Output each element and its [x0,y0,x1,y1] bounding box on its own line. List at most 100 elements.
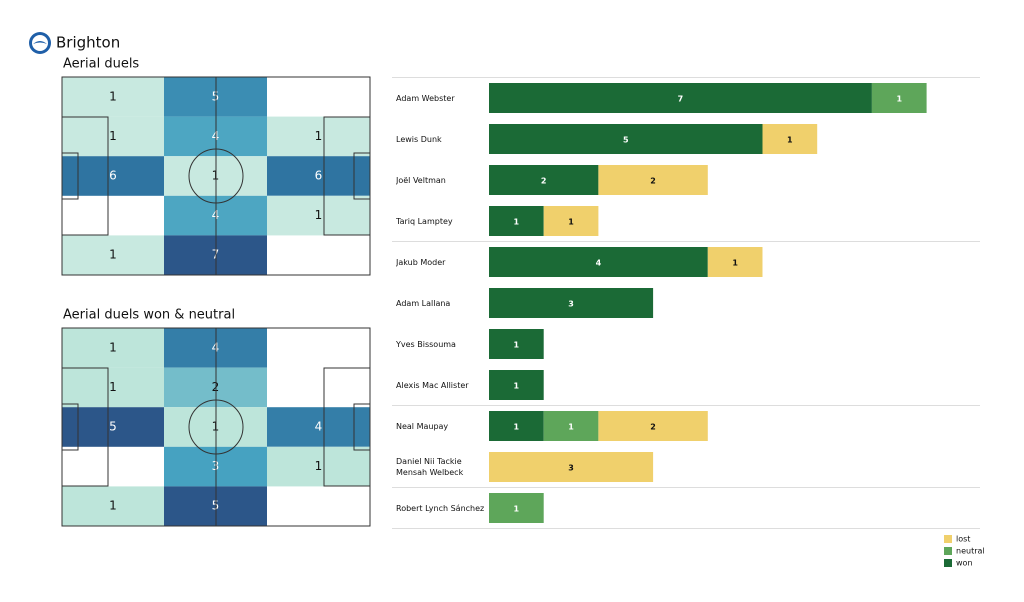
bar-label: 1 [514,382,520,391]
bar-label: 1 [568,423,574,432]
bar-segment [489,206,544,236]
zone-cell [267,407,370,447]
zone-value: 1 [109,380,117,394]
bar-label: 1 [514,341,520,350]
bar-segment [598,165,708,195]
centre-circle [188,399,244,455]
player-name-box: Adam Webster [396,93,455,103]
player-name: Adam Webster [396,93,455,103]
player-name-box: Neal Maupay [396,421,449,431]
zone-value: 6 [109,169,117,183]
bar-label: 2 [650,423,656,432]
zone-cell [62,156,164,196]
bar-segment [543,206,599,236]
bar-segment [762,124,818,154]
zone-value: 4 [315,420,323,434]
player-name: Joël Veltman [396,175,446,185]
legend-swatch [944,535,952,543]
legend-swatch [944,559,952,567]
bar-segment [707,247,763,277]
zone-value: 1 [109,248,117,262]
player-name: Adam Lallana [396,298,451,308]
bar-segment [543,411,599,441]
legend-label: won [956,559,973,568]
player-name-box: Adam Lallana [396,298,451,308]
bar-segment [489,124,763,154]
bar-label: 1 [514,218,520,227]
bar-segment [489,165,599,195]
zone-cell [62,328,164,368]
player-name: Lewis Dunk [396,134,442,144]
bar-label: 3 [568,464,574,473]
player-name: Yves Bissouma [396,339,456,349]
bar-label: 1 [514,505,520,514]
player-name-box: Robert Lynch Sánchez [396,503,485,513]
zone-value: 1 [315,129,323,143]
bar-label: 2 [541,177,547,186]
pitch-lines [61,327,371,527]
goal-area [353,403,371,451]
bar-label: 1 [568,218,574,227]
zone-cell [62,486,164,526]
bar-segment [489,370,544,400]
player-name-box: Alexis Mac Allister [396,380,469,390]
heatmap-title: Aerial duels won & neutral [63,308,235,323]
zone-cell [267,195,370,236]
bar-label: 3 [568,300,574,309]
zone-value: 1 [109,340,117,354]
bar-label: 4 [596,259,602,268]
player-name: Alexis Mac Allister [396,380,469,390]
zone-cell [267,446,370,487]
bar-segment [489,452,654,482]
bar-segment [489,83,872,113]
zone-value: 1 [109,129,117,143]
bar-label: 2 [650,177,656,186]
bar-segment [489,411,544,441]
zone-cell [62,367,164,408]
bar-segment [871,83,927,113]
bar-label: 7 [678,95,684,104]
zone-value: 1 [315,208,323,222]
zone-value: 1 [109,89,117,103]
bar-segment [489,247,708,277]
player-name: Daniel Nii Tackie Mensah Welbeck [396,457,464,477]
bar-label: 1 [787,136,793,145]
zone-cell [267,156,370,196]
zone-cell [62,116,164,157]
bar-label: 1 [732,259,738,268]
zone-cell [62,235,164,275]
player-name-box: Joël Veltman [396,175,446,185]
bar-segment [598,411,708,441]
player-name: Jakub Moder [396,257,446,267]
zone-value: 1 [109,499,117,513]
bar-segment [489,329,544,359]
bar-label: 5 [623,136,629,145]
zone-value: 6 [315,169,323,183]
bar-segment [489,288,654,318]
player-name: Robert Lynch Sánchez [396,503,485,513]
heatmap-title: Aerial duels [63,57,139,72]
player-name-box: Yves Bissouma [396,339,456,349]
goal-area [61,403,79,451]
zone-cell [62,407,164,447]
player-name-box: Tariq Lamptey [396,216,453,226]
zone-cell [62,77,164,117]
player-name: Tariq Lamptey [396,216,453,226]
legend-label: lost [956,535,970,544]
zone-value: 5 [109,420,117,434]
goal-area [353,152,371,200]
pitch-lines [61,76,371,276]
legend-swatch [944,547,952,555]
zone-cell [267,116,370,157]
zone-value: 1 [315,459,323,473]
centre-circle [188,148,244,204]
player-name-box: Jakub Moder [396,257,446,267]
legend-label: neutral [956,547,985,556]
player-name: Neal Maupay [396,421,449,431]
bar-label: 1 [896,95,902,104]
team-logo [29,32,51,54]
bar-segment [489,493,544,523]
team-name: Brighton [56,34,120,52]
goal-area [61,152,79,200]
